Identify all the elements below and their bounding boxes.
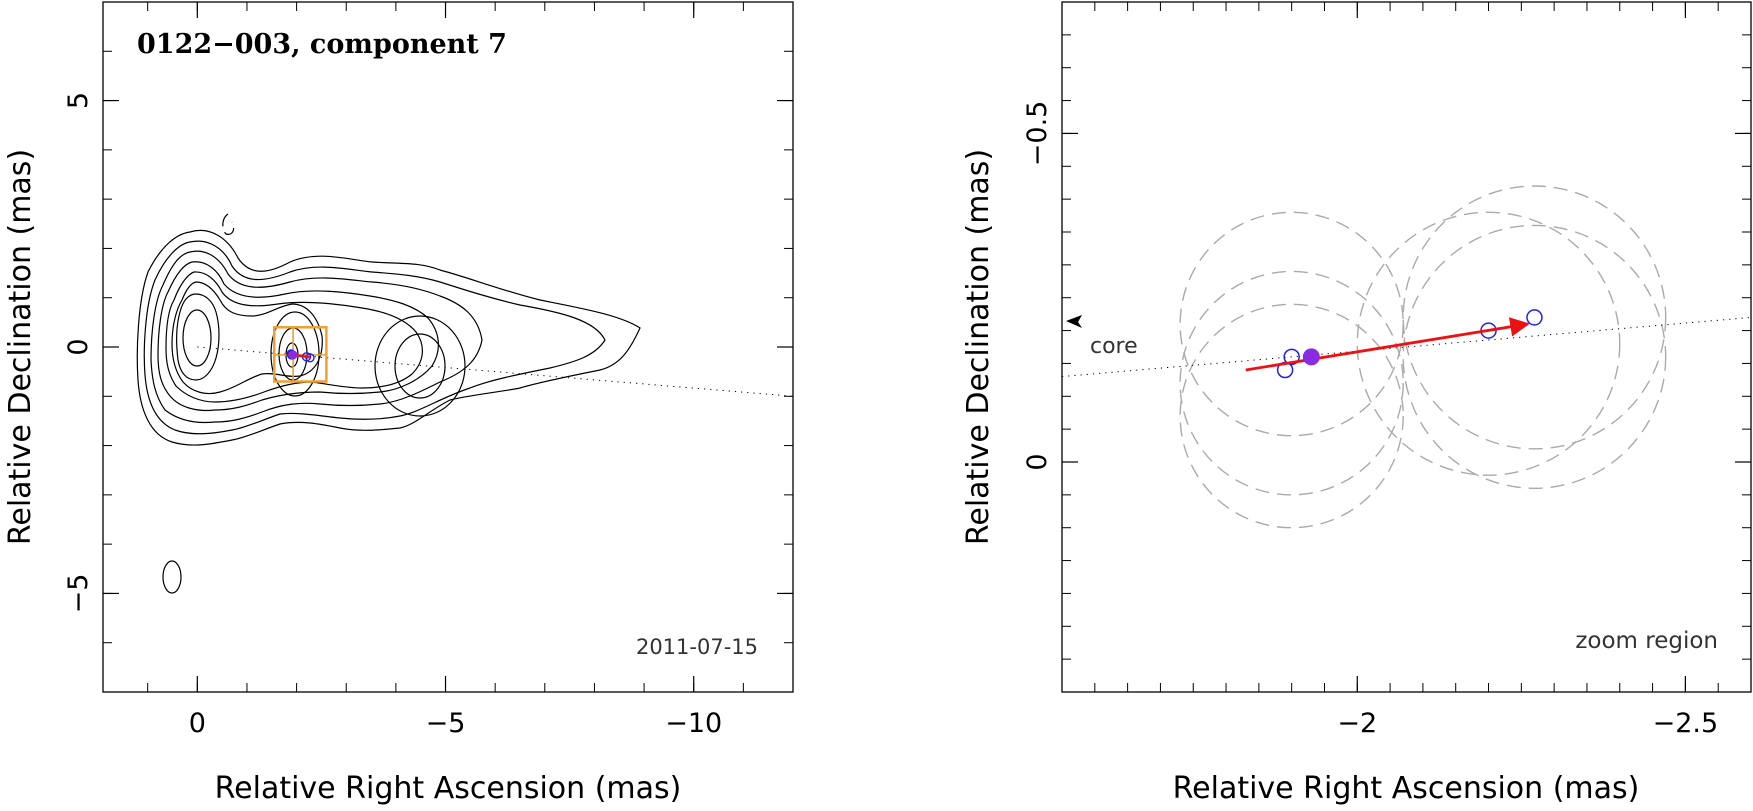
error-circle bbox=[1179, 211, 1404, 437]
left-tick-labels: 0 −5 −10 5 0 −5 bbox=[63, 92, 722, 739]
contour-6 bbox=[171, 281, 323, 395]
contour-island-bottom bbox=[162, 560, 182, 594]
left-chart-title: 0122−003, component 7 bbox=[137, 29, 507, 60]
left-contours bbox=[136, 213, 641, 594]
right-panel: core −2 −2.5 0 −0.5 zoom region Relative Ri… bbox=[961, 1, 1752, 806]
contour-knot3-b bbox=[394, 333, 446, 399]
contour-7 bbox=[176, 293, 220, 381]
right-velocity-vector bbox=[1245, 317, 1530, 372]
right-x-tick-label: −2 bbox=[1337, 708, 1377, 739]
contour-4 bbox=[157, 261, 439, 412]
core-label: core bbox=[1090, 334, 1138, 359]
left-y-tick-label: −5 bbox=[63, 574, 94, 614]
contour-knot3-a bbox=[374, 315, 466, 417]
contour-2 bbox=[143, 240, 606, 435]
left-current-position-marker bbox=[288, 350, 298, 360]
contour-knot2-a bbox=[270, 311, 320, 397]
right-y-tick-label: −0.5 bbox=[1022, 101, 1053, 167]
left-date-label: 2011-07-15 bbox=[636, 635, 758, 659]
error-circle bbox=[1179, 303, 1404, 529]
left-plot-frame bbox=[102, 1, 794, 693]
contour-5 bbox=[165, 271, 423, 403]
right-y-axis-label: Relative Declination (mas) bbox=[961, 149, 996, 545]
right-x-tick-label: −2.5 bbox=[1653, 708, 1719, 739]
right-plot-frame bbox=[1061, 1, 1752, 693]
core-direction-arrowhead bbox=[1066, 315, 1082, 328]
left-panel: 0 −5 −10 5 0 −5 0122−003, component 7 2011-07… bbox=[3, 1, 794, 806]
right-component-marker bbox=[1526, 309, 1543, 326]
left-y-axis-label: Relative Declination (mas) bbox=[3, 149, 38, 545]
contour-3 bbox=[150, 250, 483, 424]
left-x-axis-label: Relative Right Ascension (mas) bbox=[215, 771, 682, 806]
right-tick-labels: −2 −2.5 0 −0.5 bbox=[1022, 101, 1718, 739]
error-circle bbox=[1179, 270, 1404, 496]
left-y-tick-label: 0 bbox=[63, 338, 94, 355]
error-circle bbox=[1402, 185, 1667, 450]
contour-core-inner bbox=[182, 309, 212, 367]
right-component-marker bbox=[1283, 348, 1300, 366]
left-x-tick-label: −5 bbox=[426, 708, 466, 739]
zoom-box bbox=[273, 326, 328, 383]
right-axis-ticks bbox=[1061, 2, 1752, 693]
error-circles bbox=[1179, 185, 1667, 529]
left-x-tick-label: 0 bbox=[189, 708, 206, 739]
left-x-tick-label: −10 bbox=[665, 708, 722, 739]
right-x-axis-label: Relative Right Ascension (mas) bbox=[1173, 771, 1640, 806]
left-axis-ticks bbox=[103, 1, 794, 693]
right-current-position-marker bbox=[1302, 348, 1320, 366]
left-y-tick-label: 5 bbox=[63, 92, 94, 109]
contour-island-top bbox=[222, 213, 235, 235]
error-circle bbox=[1356, 211, 1621, 476]
error-circle bbox=[1402, 224, 1667, 489]
contour-outer bbox=[136, 229, 641, 446]
zoom-region-label: zoom region bbox=[1575, 628, 1718, 654]
right-y-tick-label: 0 bbox=[1022, 453, 1053, 470]
